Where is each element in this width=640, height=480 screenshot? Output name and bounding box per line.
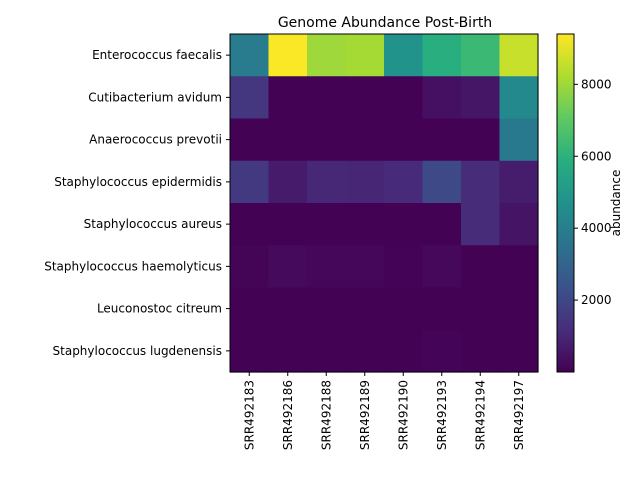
heatmap-cell [345, 245, 385, 289]
heatmap-cell [384, 245, 424, 289]
column-tick-label: SRR492197 [512, 380, 526, 450]
heatmap-cell [345, 203, 385, 246]
heatmap-cell [499, 203, 539, 246]
column-tick-label: SRR492183 [242, 380, 256, 450]
heatmap-cell [461, 76, 501, 120]
heatmap-cell [268, 329, 308, 373]
row-labels: Enterococcus faecalis Cutibacterium avidu… [44, 48, 230, 358]
heatmap-cell [384, 34, 424, 77]
heatmap-cell [422, 287, 462, 331]
heatmap-cell [499, 245, 539, 289]
heatmap-cell [307, 118, 347, 162]
column-labels: SRR492183 SRR492186 SRR492188 SRR492189 SRR4… [242, 372, 526, 450]
heatmap-cell [499, 76, 539, 120]
heatmap-cell [307, 245, 347, 289]
heatmap-cell [268, 76, 308, 120]
heatmap-cell [230, 34, 270, 77]
column-tick-label: SRR492186 [281, 380, 295, 450]
heatmap-cell [422, 203, 462, 246]
row-tick-label: Anaerococcus prevotii [89, 133, 222, 147]
heatmap-cell [345, 287, 385, 331]
heatmap-cell [230, 329, 270, 373]
row-tick-label: Leuconostoc citreum [97, 302, 222, 316]
colorbar-tick-label: 4000 [581, 221, 612, 235]
heatmap-cell [345, 160, 385, 204]
column-tick-label: SRR492194 [473, 380, 487, 450]
heatmap-cell [461, 245, 501, 289]
heatmap-cell [499, 287, 539, 331]
heatmap-cell [307, 287, 347, 331]
row-tick-label: Cutibacterium avidum [88, 90, 222, 104]
heatmap-cell [499, 160, 539, 204]
heatmap-cell [307, 34, 347, 77]
heatmap-cell [461, 160, 501, 204]
heatmap-cell [422, 329, 462, 373]
heatmap-cell [499, 34, 539, 77]
colorbar-ticks: 2000 4000 6000 8000 [574, 77, 612, 307]
heatmap-cell [230, 245, 270, 289]
heatmap-cell [422, 34, 462, 77]
colorbar-tick-label: 6000 [581, 149, 612, 163]
column-tick-label: SRR492189 [358, 380, 372, 450]
heatmap-cell [384, 287, 424, 331]
heatmap-cell [461, 34, 501, 77]
heatmap-cells [230, 34, 539, 373]
heatmap-cell [384, 203, 424, 246]
heatmap-cell [307, 76, 347, 120]
heatmap-cell [307, 329, 347, 373]
heatmap-cell [230, 76, 270, 120]
heatmap-cell [499, 118, 539, 162]
plot-frame [229, 33, 539, 373]
colorbar [556, 33, 575, 373]
heatmap-cell [230, 160, 270, 204]
heatmap-cell [268, 287, 308, 331]
heatmap-cell [422, 160, 462, 204]
heatmap-cell [230, 287, 270, 331]
row-tick-label: Enterococcus faecalis [92, 48, 222, 62]
heatmap-cell [268, 203, 308, 246]
heatmap-cell [422, 245, 462, 289]
column-tick-label: SRR492190 [396, 380, 410, 450]
heatmap-cell [384, 329, 424, 373]
heatmap-cell [461, 118, 501, 162]
heatmap-cell [345, 329, 385, 373]
heatmap-cell [268, 34, 308, 77]
heatmap-cell [230, 118, 270, 162]
row-tick-label: Staphylococcus lugdenensis [53, 344, 222, 358]
heatmap-cell [384, 76, 424, 120]
heatmap-cell [461, 203, 501, 246]
heatmap-cell [422, 76, 462, 120]
row-tick-label: Staphylococcus aureus [84, 217, 222, 231]
heatmap-cell [345, 118, 385, 162]
heatmap-cell [268, 118, 308, 162]
heatmap-cell [345, 34, 385, 77]
heatmap-cell [384, 118, 424, 162]
heatmap-cell [268, 160, 308, 204]
row-tick-label: Staphylococcus haemolyticus [44, 259, 222, 273]
heatmap-cell [422, 118, 462, 162]
heatmap-cell [345, 76, 385, 120]
heatmap-cell [230, 203, 270, 246]
heatmap-cell [307, 203, 347, 246]
heatmap-cell [461, 329, 501, 373]
heatmap-cell [384, 160, 424, 204]
row-tick-label: Staphylococcus epidermidis [54, 175, 222, 189]
column-tick-label: SRR492193 [435, 380, 449, 450]
heatmap-cell [268, 245, 308, 289]
colorbar-tick-label: 2000 [581, 293, 612, 307]
heatmap-cell [307, 160, 347, 204]
heatmap-cell [499, 329, 539, 373]
heatmap-cell [461, 287, 501, 331]
chart-title: Genome Abundance Post-Birth [278, 15, 492, 31]
column-tick-label: SRR492188 [319, 380, 333, 450]
colorbar-label: abundance [609, 170, 623, 237]
colorbar-tick-label: 8000 [581, 77, 612, 91]
